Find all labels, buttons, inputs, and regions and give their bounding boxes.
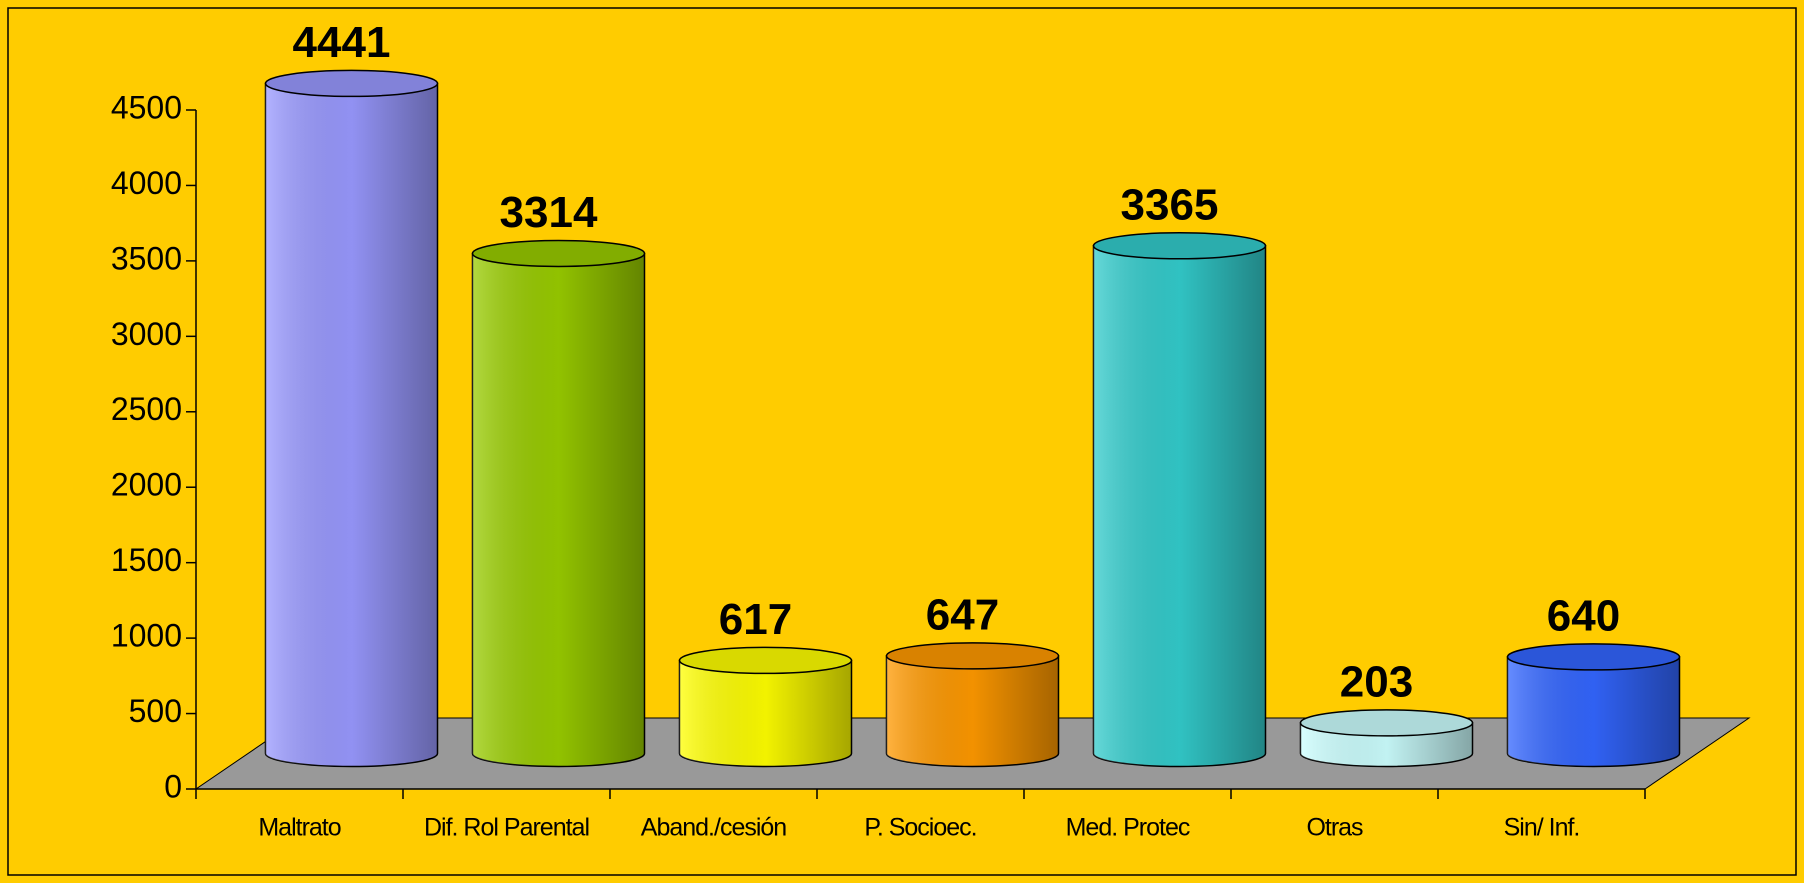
value-label: 3314 xyxy=(500,188,598,237)
y-tick-label: 3000 xyxy=(111,316,182,352)
y-tick-label: 2000 xyxy=(111,467,182,503)
y-tick-label: 500 xyxy=(129,693,182,729)
y-tick-label: 3500 xyxy=(111,240,182,276)
y-tick-label: 0 xyxy=(164,768,182,804)
x-tick-label: Otras xyxy=(1306,814,1363,842)
value-label: 640 xyxy=(1547,592,1620,641)
bar-top xyxy=(1506,643,1681,671)
x-tick-label: Sin/ Inf. xyxy=(1504,814,1580,842)
y-tick-label: 4000 xyxy=(111,165,182,201)
bar-top xyxy=(885,642,1060,670)
bar-top xyxy=(264,69,439,98)
y-tick-label: 1000 xyxy=(111,618,182,654)
bar-top xyxy=(1092,232,1267,260)
bar-shade xyxy=(1507,656,1680,767)
bar-top-shade xyxy=(1300,709,1473,736)
bar-top-shade xyxy=(1507,643,1680,670)
x-tick-label: Dif. Rol Parental xyxy=(424,814,589,842)
x-tick-label: P. Socioec. xyxy=(864,814,976,842)
bar-shade xyxy=(472,253,645,767)
y-tick-label: 2500 xyxy=(111,391,182,427)
value-label: 4441 xyxy=(293,18,391,67)
value-label: 3365 xyxy=(1121,180,1219,229)
y-tick-label: 1500 xyxy=(111,542,182,578)
bar-top xyxy=(471,239,646,268)
value-label: 617 xyxy=(719,595,792,644)
bar-top xyxy=(1299,709,1474,737)
bar-shade xyxy=(679,660,852,767)
bar-top-shade xyxy=(265,70,438,97)
bar-shade xyxy=(1093,245,1266,767)
y-tick-label: 4500 xyxy=(111,89,182,125)
x-tick-label: Med. Protec xyxy=(1066,814,1190,842)
value-label: 647 xyxy=(926,590,999,639)
x-tick-label: Aband./cesión xyxy=(641,814,787,842)
bar-top xyxy=(678,646,853,675)
value-label: 203 xyxy=(1340,657,1413,706)
bar-top-shade xyxy=(472,240,645,267)
bar-top-shade xyxy=(679,647,852,674)
bar-top-shade xyxy=(886,642,1059,669)
bar-top-shade xyxy=(1093,232,1266,259)
bar-shade xyxy=(265,83,438,767)
marks-layer xyxy=(264,69,1681,768)
x-tick-label: Maltrato xyxy=(258,814,340,842)
bar-shade xyxy=(886,655,1059,767)
frame xyxy=(7,7,1797,876)
